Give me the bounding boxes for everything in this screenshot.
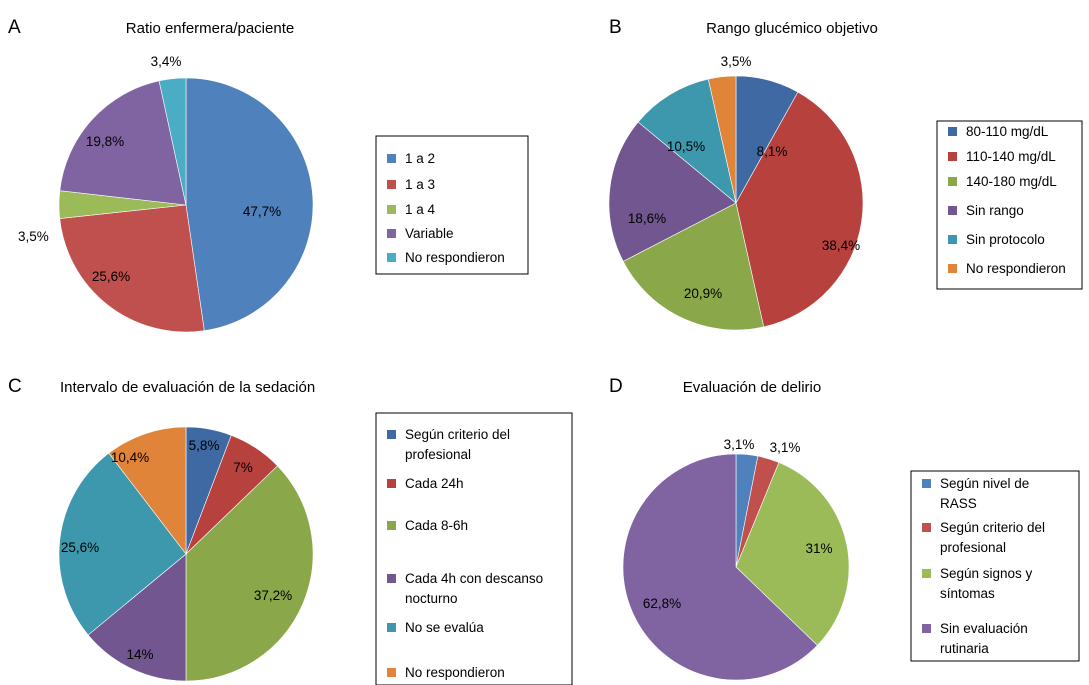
- pie-slice: [637, 78, 737, 204]
- pie-slice: [735, 462, 850, 646]
- data-label: 38,4%: [822, 238, 860, 253]
- legend-swatch: [948, 235, 957, 244]
- data-label: 5,8%: [189, 438, 220, 453]
- legend-swatch: [922, 479, 931, 488]
- pie-slice: [158, 77, 187, 206]
- legend-swatch: [922, 523, 931, 532]
- data-label: 3,1%: [724, 437, 755, 452]
- pie-panel-a: A Ratio enfermera/paciente 47,7% 25,6% 3,5% 1…: [8, 17, 529, 333]
- chart-title: Ratio enfermera/paciente: [126, 20, 294, 37]
- legend-label: Cada 24h: [405, 476, 464, 491]
- legend-label: 80-110 mg/dL: [966, 124, 1049, 139]
- pie-slice: [707, 75, 737, 204]
- data-label: 3,5%: [18, 229, 49, 244]
- pie-panel-d: D Evaluación de delirio 3,1% 3,1% 31% 62,8% Se…: [609, 376, 1080, 681]
- legend-label: 1 a 3: [405, 177, 435, 192]
- pie-slice: [622, 453, 818, 681]
- legend-label: 140-180 mg/dL: [966, 174, 1057, 189]
- pie-panel-c: C Intervalo de evaluación de la sedación 5…: [8, 376, 573, 685]
- legend-label: No respondieron: [405, 250, 505, 265]
- legend-swatch: [387, 154, 396, 163]
- pie-slice: [59, 204, 205, 333]
- legend-label: No respondieron: [966, 261, 1066, 276]
- legend-box: [375, 412, 573, 685]
- pie-slice: [622, 202, 765, 331]
- data-label: 37,2%: [254, 588, 292, 603]
- data-label: 31%: [805, 541, 832, 556]
- pie-slice: [58, 452, 187, 636]
- legend-swatch: [387, 574, 396, 583]
- panel-letter: C: [8, 376, 22, 397]
- pie-slice: [735, 91, 864, 328]
- legend-label: Variable: [405, 226, 454, 241]
- legend-label: Sin evaluación rutinaria: [940, 621, 1028, 656]
- legend-label: Según signos y síntomas: [940, 566, 1033, 601]
- data-label: 18,6%: [628, 211, 666, 226]
- legend: 1 a 2 1 a 3 1 a 4 Variable No respondieron: [375, 135, 529, 275]
- legend: Según criterio del profesional Cada 24h Cad…: [375, 412, 573, 685]
- legend-label: 1 a 4: [405, 202, 436, 217]
- legend-swatch: [948, 177, 957, 186]
- chart-title: Rango glucémico objetivo: [706, 20, 878, 37]
- legend-swatch: [387, 229, 396, 238]
- legend-swatch: [387, 668, 396, 677]
- legend-label: Según criterio del profesional: [405, 427, 510, 462]
- legend-swatch: [948, 152, 957, 161]
- legend-swatch: [948, 206, 957, 215]
- legend-swatch: [922, 624, 931, 633]
- data-label: 19,8%: [86, 134, 124, 149]
- legend-swatch: [387, 205, 396, 214]
- data-label: 7%: [233, 460, 253, 475]
- legend-label: 110-140 mg/dL: [966, 149, 1056, 164]
- data-label: 8,1%: [757, 144, 788, 159]
- data-label: 10,4%: [111, 450, 149, 465]
- legend-label: Cada 8-6h: [405, 518, 468, 533]
- legend-swatch: [387, 253, 396, 262]
- legend-box: [910, 470, 1080, 662]
- pie-slice: [185, 77, 314, 332]
- pie-panel-b: B Rango glucémico objetivo 8,1% 38,4% 20,9% 1…: [608, 17, 1083, 331]
- data-label: 25,6%: [92, 269, 130, 284]
- legend: 80-110 mg/dL 110-140 mg/dL 140-180 mg/dL Si…: [936, 120, 1083, 290]
- legend-swatch: [922, 569, 931, 578]
- legend-label: No respondieron: [405, 665, 505, 680]
- pie-slice: [608, 121, 737, 262]
- legend: Según nivel de RASS Según criterio del prof…: [910, 470, 1080, 662]
- legend-label: Según nivel de RASS: [940, 476, 1029, 511]
- panel-letter: B: [609, 17, 622, 38]
- legend-label: Cada 4h con descanso nocturno: [405, 571, 543, 606]
- data-label: 10,5%: [667, 139, 705, 154]
- pie-slice: [108, 426, 187, 555]
- data-label: 3,4%: [151, 54, 182, 69]
- data-label: 14%: [126, 647, 153, 662]
- data-label: 3,5%: [721, 54, 752, 69]
- legend-swatch: [387, 430, 396, 439]
- legend-box: [375, 135, 529, 275]
- legend-swatch: [948, 264, 957, 273]
- legend-label: No se evalúa: [405, 620, 484, 635]
- legend-label: Según criterio del profesional: [940, 520, 1045, 555]
- data-label: 20,9%: [684, 286, 722, 301]
- legend-swatch: [387, 521, 396, 530]
- pie-slice: [59, 80, 187, 206]
- pie-slice: [185, 465, 314, 682]
- legend-swatch: [387, 180, 396, 189]
- data-label: 47,7%: [243, 204, 281, 219]
- data-label: 3,1%: [770, 440, 801, 455]
- panel-letter: A: [8, 17, 21, 38]
- chart-title: Intervalo de evaluación de la sedación: [60, 379, 315, 396]
- legend-box: [936, 120, 1083, 290]
- legend-label: 1 a 2: [405, 151, 435, 166]
- data-label: 25,6%: [61, 540, 99, 555]
- legend-label: Sin rango: [966, 203, 1024, 218]
- data-label: 62,8%: [643, 596, 681, 611]
- legend-label: Sin protocolo: [966, 232, 1045, 247]
- legend-swatch: [948, 127, 957, 136]
- panel-letter: D: [609, 376, 623, 397]
- chart-title: Evaluación de delirio: [683, 379, 821, 396]
- legend-swatch: [387, 479, 396, 488]
- legend-swatch: [387, 623, 396, 632]
- pie-slice: [87, 553, 187, 682]
